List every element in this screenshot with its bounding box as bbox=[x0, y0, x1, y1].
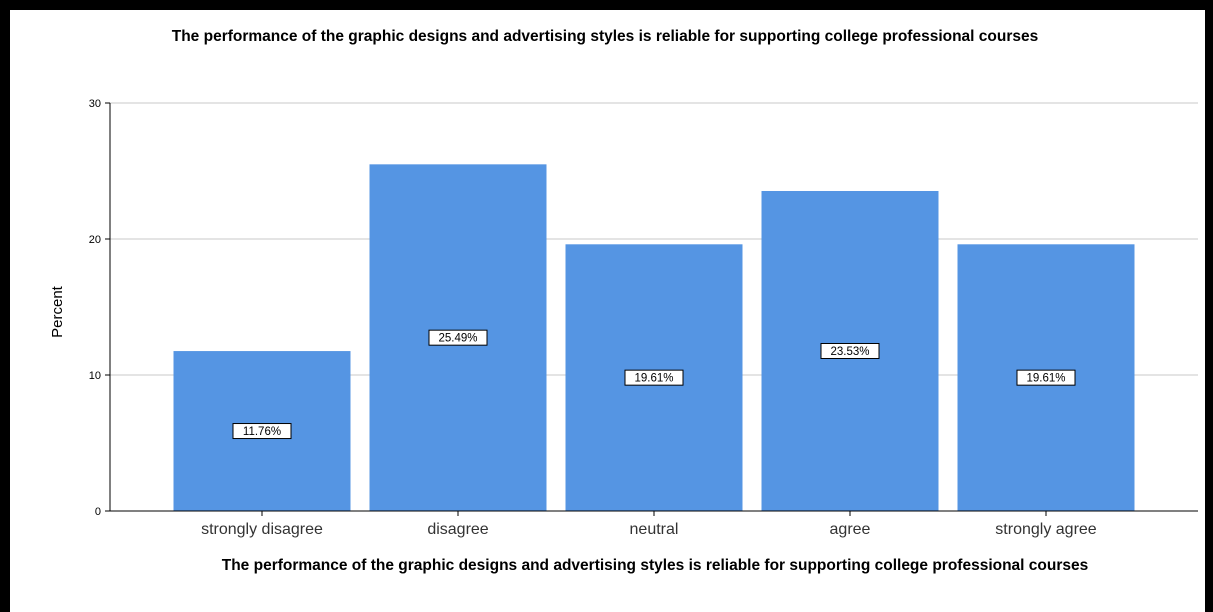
data-label-box bbox=[624, 369, 684, 386]
y-tick-label: 0 bbox=[95, 506, 101, 518]
bars: 11.76% 25.49% 19.61% 23.53% 19.61% bbox=[173, 164, 1135, 511]
data-label: 19.61% bbox=[634, 373, 673, 385]
chart-title: The performance of the graphic designs a… bbox=[171, 28, 1039, 45]
x-tick-label: neutral bbox=[630, 521, 679, 538]
x-axis: strongly disagree disagree neutral agree str… bbox=[110, 510, 1198, 538]
data-label: 25.49% bbox=[438, 333, 477, 345]
x-tick-label: disagree bbox=[427, 521, 488, 538]
y-tick-label: 30 bbox=[89, 98, 101, 110]
y-tick-label: 20 bbox=[89, 234, 101, 246]
y-tick-label: 10 bbox=[89, 370, 101, 382]
data-label-box bbox=[232, 423, 292, 440]
data-label-box bbox=[1016, 369, 1076, 386]
x-tick-label: agree bbox=[830, 521, 871, 538]
y-axis-label: Percent bbox=[49, 285, 66, 338]
x-tick-label: strongly agree bbox=[995, 521, 1096, 538]
data-label: 19.61% bbox=[1026, 373, 1065, 385]
y-axis: 0 10 20 30 bbox=[89, 98, 111, 518]
x-axis-title: The performance of the graphic designs a… bbox=[221, 557, 1089, 574]
data-label-box bbox=[820, 342, 880, 359]
data-label-box bbox=[428, 329, 488, 346]
data-label: 23.53% bbox=[830, 346, 869, 358]
x-tick-label: strongly disagree bbox=[201, 521, 323, 538]
data-label: 11.76% bbox=[243, 426, 281, 438]
